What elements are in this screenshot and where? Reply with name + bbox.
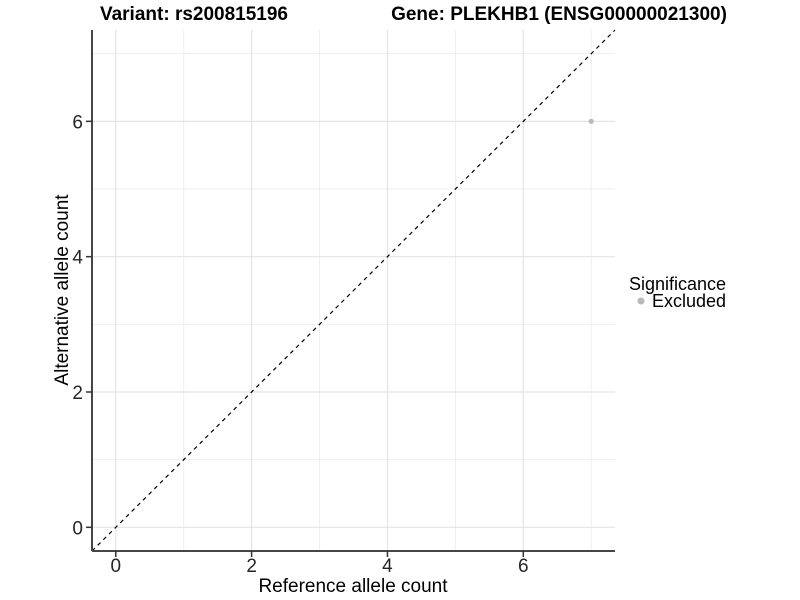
x-tick-label: 0 xyxy=(110,556,121,577)
identity-line-group xyxy=(91,29,616,552)
legend-item-label: Excluded xyxy=(652,291,726,311)
major-gridlines xyxy=(92,30,615,551)
x-tick-label: 4 xyxy=(382,556,393,577)
y-tick-label: 4 xyxy=(72,248,83,269)
y-tick-label: 0 xyxy=(72,518,83,539)
plot-title-left: Variant: rs200815196 xyxy=(100,4,288,25)
y-tick-label: 6 xyxy=(72,112,83,133)
axis-tick-labels: 0 2 4 6 0 2 4 6 xyxy=(72,112,528,577)
x-tick-label: 2 xyxy=(246,556,257,577)
axis-tick-marks xyxy=(86,120,525,557)
y-axis-label: Alternative allele count xyxy=(52,194,73,386)
y-tick-label: 2 xyxy=(72,383,83,404)
identity-dashed-line xyxy=(91,29,616,552)
plot-title-right: Gene: PLEKHB1 (ENSG00000021300) xyxy=(391,4,727,25)
minor-gridlines xyxy=(92,30,615,551)
x-tick-label: 6 xyxy=(518,556,529,577)
data-point xyxy=(588,118,594,124)
legend-title: Significance xyxy=(629,274,726,294)
legend-key-dot-icon xyxy=(637,297,645,305)
data-points xyxy=(588,118,594,124)
x-axis-label: Reference allele count xyxy=(258,576,448,597)
